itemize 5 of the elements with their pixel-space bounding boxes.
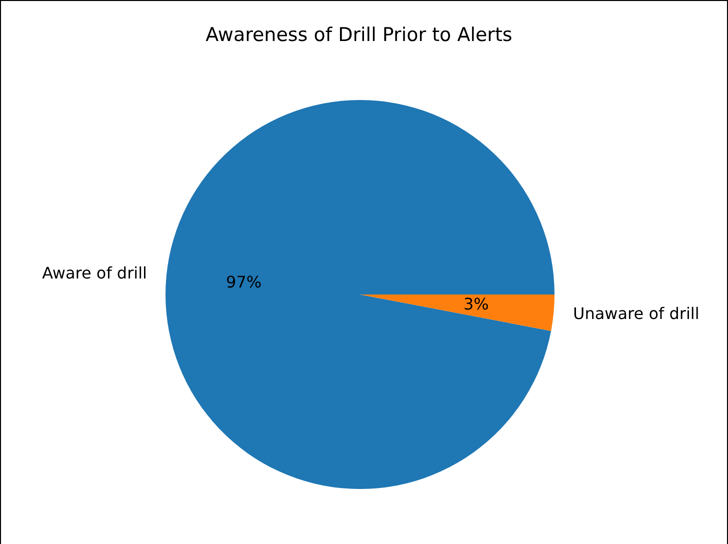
slice-label: Unaware of drill — [573, 304, 700, 323]
slice-label: Aware of drill — [42, 264, 147, 283]
data-label: 3% — [463, 294, 489, 314]
chart-title: Awareness of Drill Prior to Alerts — [206, 24, 512, 46]
data-label: 97% — [226, 272, 262, 292]
